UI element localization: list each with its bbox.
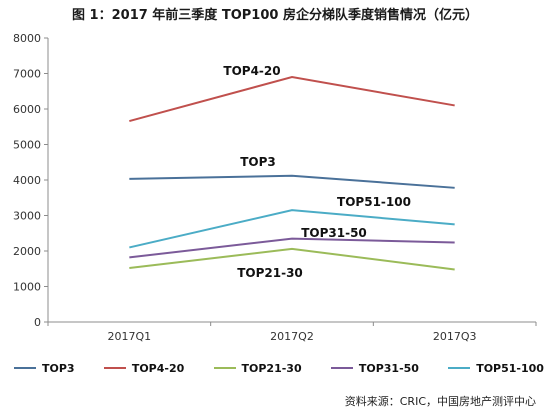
legend-label: TOP4-20 [131, 361, 185, 375]
x-tick-label: 2017Q2 [270, 330, 314, 343]
x-tick-label: 2017Q3 [433, 330, 477, 343]
legend-label: TOP3 [42, 361, 75, 375]
annotation-top3: TOP3 [240, 155, 276, 169]
y-tick-label: 7000 [13, 68, 41, 81]
series-line-top51-100 [129, 209, 455, 249]
legend-item-top31-50: TOP31-50 [330, 361, 419, 375]
series-lines [129, 76, 455, 271]
legend-label: TOP51-100 [476, 361, 544, 375]
annotation-top51-100: TOP51-100 [337, 195, 411, 209]
legend-label: TOP21-30 [241, 361, 302, 375]
legend-swatch [14, 367, 36, 369]
legend-swatch [213, 367, 236, 369]
legend-item-top3: TOP3 [14, 362, 75, 375]
annotation-top31-50: TOP31-50 [301, 226, 367, 240]
chart-legend: TOP3 TOP4-20 TOP21-30 TOP31-50 TOP51-100 [14, 357, 544, 379]
series-annotations: TOP4-20 TOP3 TOP51-100 TOP31-50 TOP21-30 [223, 64, 411, 280]
legend-item-top21-30: TOP21-30 [213, 361, 302, 375]
legend-item-top4-20: TOP4-20 [103, 361, 185, 375]
y-tick-label: 2000 [13, 245, 41, 258]
annotation-top21-30: TOP21-30 [237, 266, 303, 280]
y-tick-label: 4000 [13, 174, 41, 187]
series-line-top3 [129, 174, 455, 189]
y-tick-label: 0 [34, 316, 41, 329]
x-tick-label: 2017Q1 [108, 330, 152, 343]
y-tick-label: 8000 [13, 32, 41, 45]
series-line-top4-20 [129, 76, 455, 123]
legend-swatch [103, 367, 126, 369]
y-tick-label: 3000 [13, 210, 41, 223]
annotation-top4-20: TOP4-20 [223, 64, 280, 78]
y-tick-label: 1000 [13, 281, 41, 294]
legend-item-top51-100: TOP51-100 [448, 362, 544, 375]
y-tick-label: 5000 [13, 139, 41, 152]
chart-axes: 0 1000 2000 3000 4000 5000 6000 7000 8000 2017Q1 2… [13, 32, 537, 343]
legend-label: TOP31-50 [358, 361, 419, 375]
source-note: 资料来源：CRIC，中国房地产测评中心 [344, 395, 536, 408]
legend-swatch [448, 367, 471, 369]
legend-swatch [330, 367, 353, 369]
series-line-top21-30 [129, 247, 455, 271]
series-line-top31-50 [129, 237, 455, 259]
chart-title: 图 1：2017 年前三季度 TOP100 房企分梯队季度销售情况（亿元） [72, 8, 478, 23]
y-tick-label: 6000 [13, 103, 41, 116]
